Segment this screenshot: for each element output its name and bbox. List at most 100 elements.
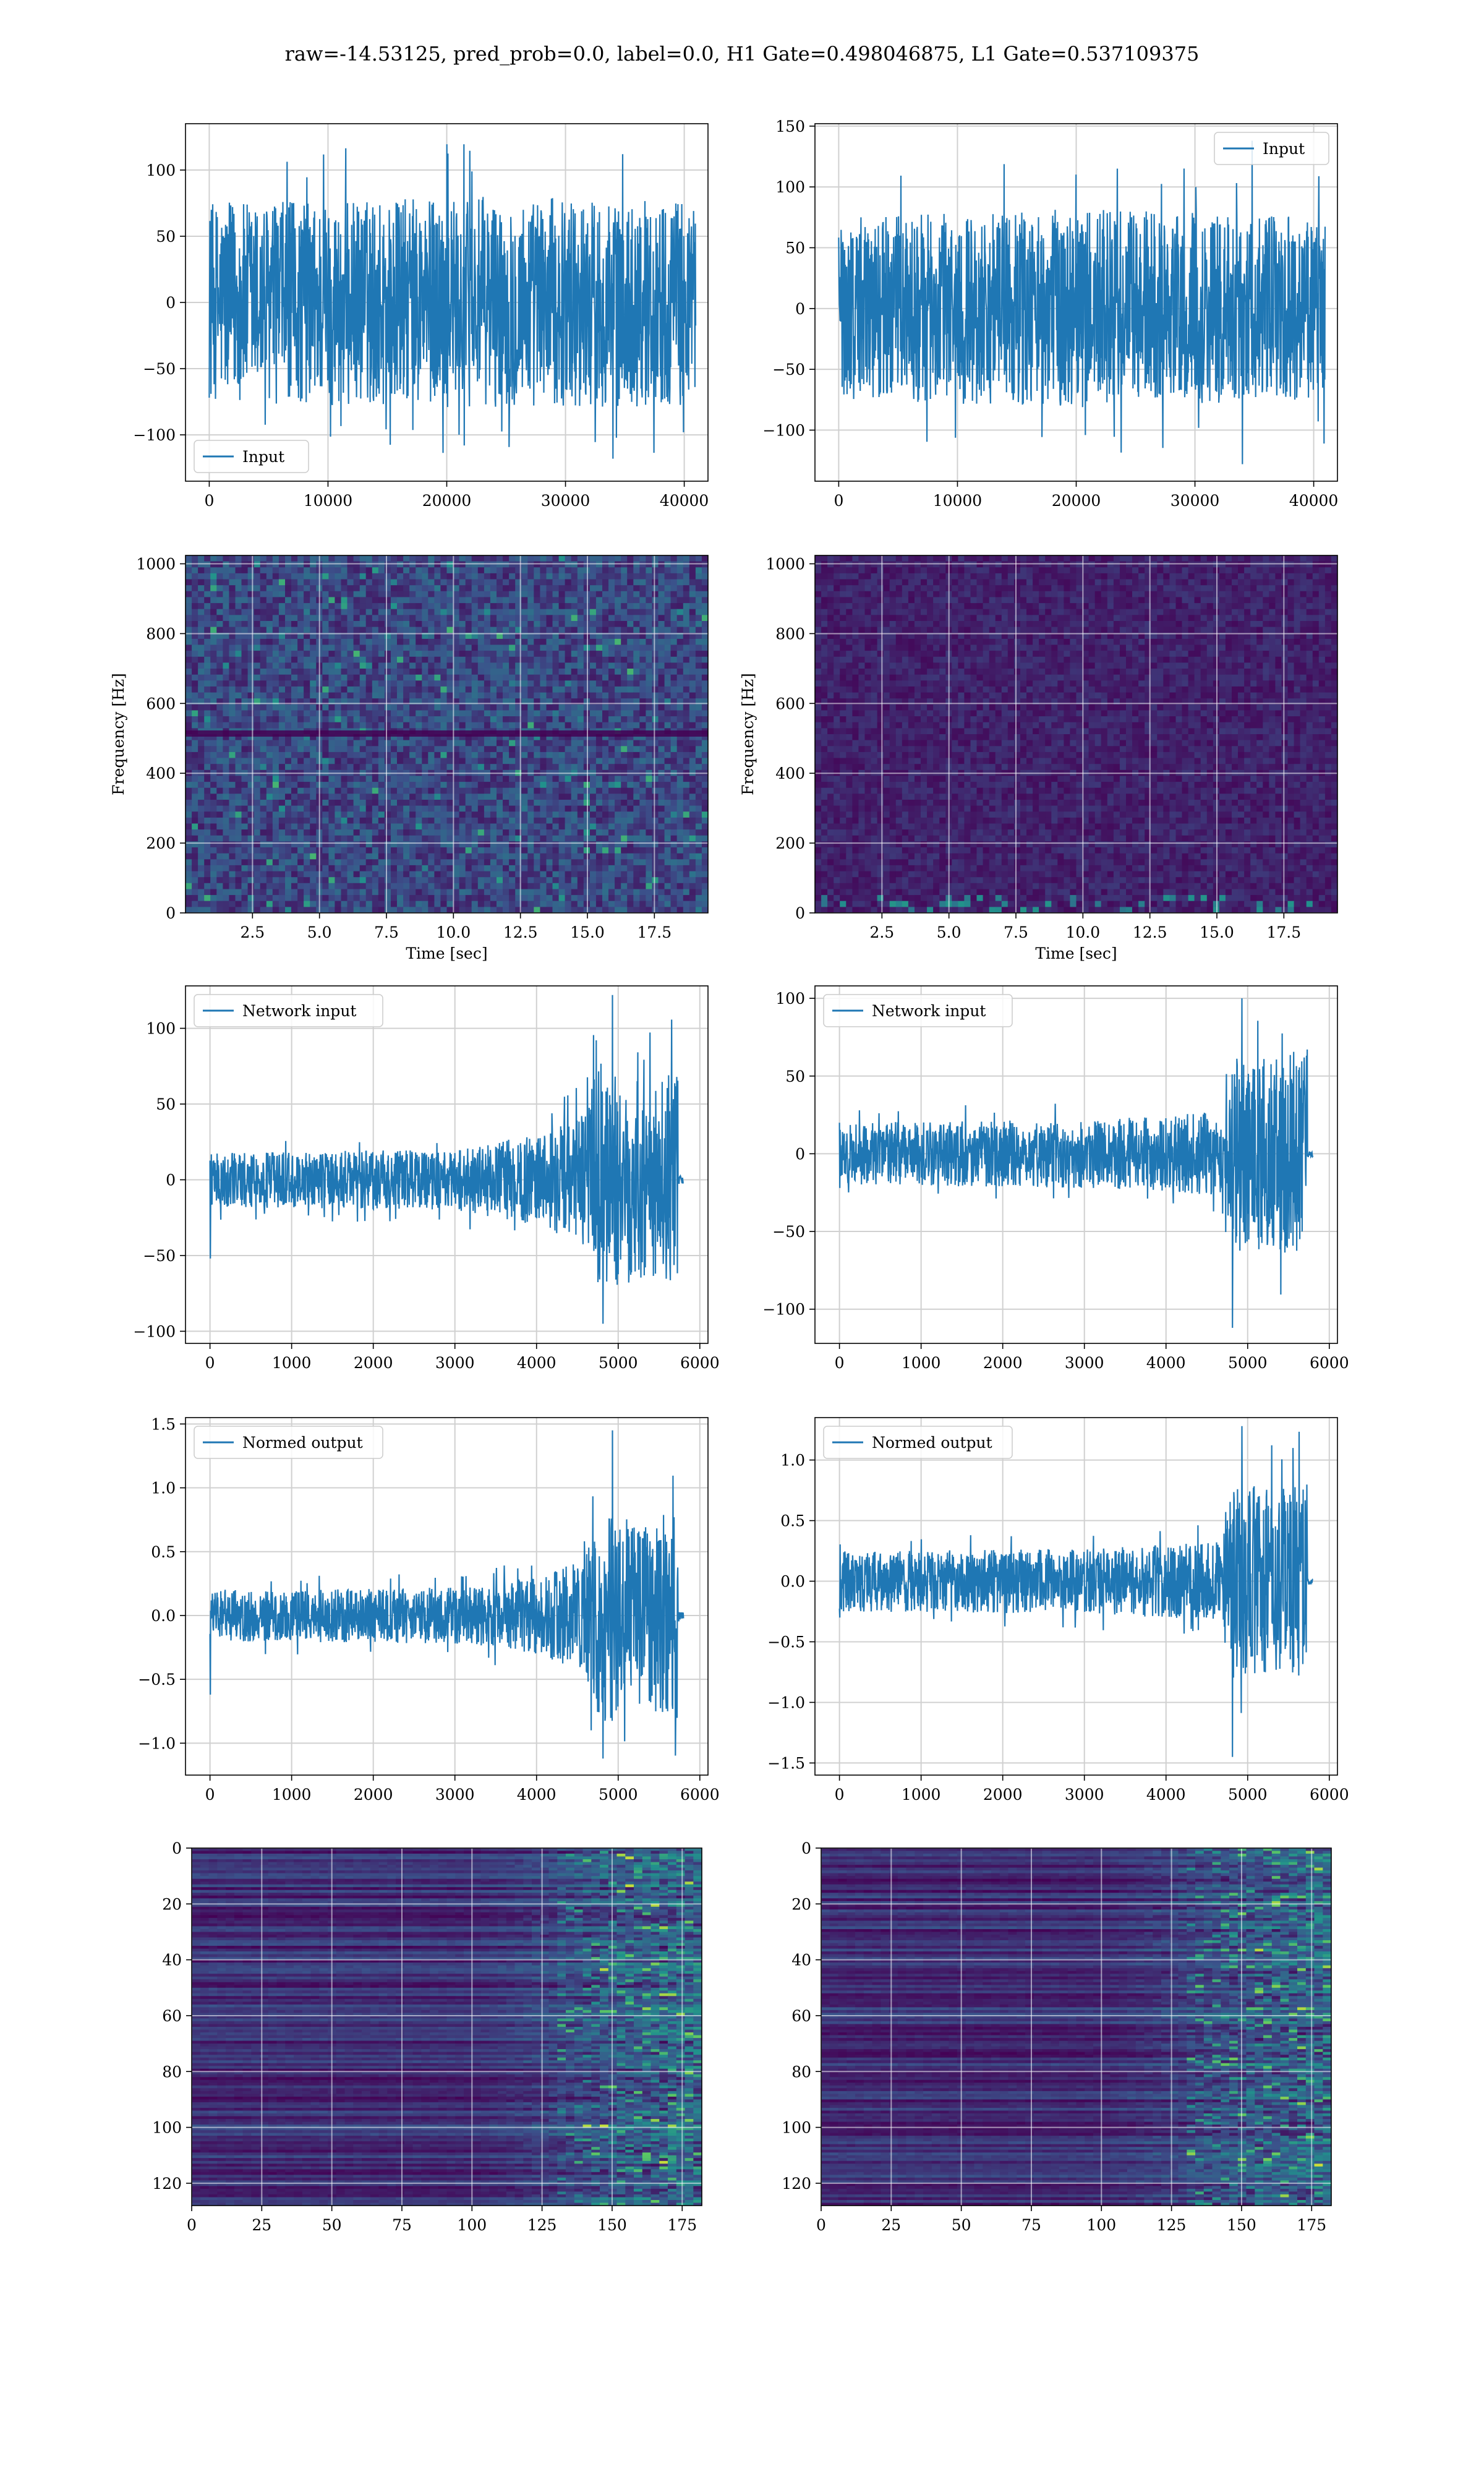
x-tick-label: 1000 <box>902 1786 941 1804</box>
x-tick-label: 5000 <box>1228 1354 1268 1372</box>
y-tick-label: 800 <box>775 625 805 643</box>
legend: Input <box>1214 132 1329 165</box>
series-h1-normed-output <box>209 1430 684 1759</box>
x-tick-label: 100 <box>1086 2216 1116 2234</box>
axes-frame <box>185 1417 709 1776</box>
x-tick-label: 10.0 <box>436 923 471 941</box>
heatmap-cells <box>192 1848 702 2206</box>
x-tick-label: 15.0 <box>570 923 605 941</box>
x-tick-label: 5000 <box>1228 1786 1268 1804</box>
x-tick-label: 100 <box>457 2216 487 2234</box>
y-tick-label: −1.0 <box>138 1734 176 1752</box>
x-tick-label: 0 <box>204 492 214 510</box>
y-tick-label: −0.5 <box>767 1633 805 1651</box>
y-tick-label: 1000 <box>136 555 176 573</box>
y-tick-label: 1.0 <box>151 1479 176 1497</box>
legend-box <box>823 1426 1013 1459</box>
series-l1-network-input <box>838 998 1314 1328</box>
legend-box <box>1214 132 1329 165</box>
x-tick-label: 2.5 <box>869 923 894 941</box>
y-tick-label: 0 <box>166 294 176 312</box>
x-axis-label: Time [sec] <box>1035 944 1117 962</box>
y-tick-label: 200 <box>146 834 176 852</box>
x-tick-label: 15.0 <box>1200 923 1234 941</box>
x-tick-label: 2.5 <box>240 923 265 941</box>
axes-l1-spectrogram: 2.5 5.0 7.5 10.0 12.5 15.0 17.5 0 200 400 600 800 10… <box>739 555 1338 962</box>
y-tick-label: 0.5 <box>151 1543 176 1561</box>
x-tick-label: 2000 <box>983 1786 1023 1804</box>
x-tick-label: 10000 <box>933 492 983 510</box>
x-tick-label: 30000 <box>1171 492 1220 510</box>
x-tick-label: 5000 <box>599 1786 638 1804</box>
y-tick-label: 20 <box>162 1895 182 1913</box>
x-tick-label: 175 <box>1297 2216 1326 2234</box>
x-tick-label: 3000 <box>1065 1786 1104 1804</box>
y-tick-label: 80 <box>791 2063 811 2081</box>
legend-label: Normed output <box>872 1434 992 1452</box>
x-tick-label: 7.5 <box>374 923 399 941</box>
x-tick-label: 0 <box>816 2216 826 2234</box>
axes-l1-input: 0 10000 20000 30000 40000 −100 −50 0 50 100 150 Inp… <box>762 118 1338 510</box>
x-tick-label: 175 <box>667 2216 697 2234</box>
y-tick-label: −100 <box>133 1322 176 1340</box>
x-tick-label: 10000 <box>304 492 353 510</box>
x-tick-label: 125 <box>1157 2216 1187 2234</box>
y-tick-label: −100 <box>133 426 176 444</box>
x-tick-label: 40000 <box>660 492 709 510</box>
y-tick-label: 600 <box>775 695 805 713</box>
y-tick-label: 100 <box>146 1020 176 1038</box>
y-tick-label: 60 <box>162 2007 182 2025</box>
x-tick-label: 4000 <box>517 1786 556 1804</box>
axes-h1-spectrogram: 2.5 5.0 7.5 10.0 12.5 15.0 17.5 0 200 400 600 800 10… <box>109 555 709 962</box>
x-tick-label: 12.5 <box>1133 923 1167 941</box>
y-tick-label: 100 <box>775 178 805 196</box>
x-tick-label: 4000 <box>1146 1786 1186 1804</box>
y-axis-label: Frequency [Hz] <box>109 673 127 795</box>
x-tick-label: 3000 <box>435 1786 475 1804</box>
legend-box <box>194 994 383 1027</box>
y-tick-label: 0 <box>801 1839 811 1857</box>
y-tick-label: 40 <box>791 1951 811 1969</box>
legend-label: Network input <box>872 1002 986 1020</box>
legend-box <box>194 440 309 473</box>
y-tick-label: 100 <box>775 990 805 1008</box>
x-tick-label: 25 <box>252 2216 271 2234</box>
legend: Input <box>194 440 309 473</box>
x-tick-label: 150 <box>1227 2216 1256 2234</box>
spectral-line-band <box>186 730 708 737</box>
y-tick-label: −1.0 <box>767 1693 805 1711</box>
x-tick-label: 2000 <box>354 1354 393 1372</box>
y-tick-label: 0 <box>166 904 176 922</box>
y-tick-label: 0 <box>795 904 805 922</box>
x-tick-label: 40000 <box>1289 492 1339 510</box>
heatmap-cells <box>815 555 1337 913</box>
y-tick-label: 0.0 <box>151 1607 176 1625</box>
x-tick-label: 125 <box>527 2216 557 2234</box>
x-tick-label: 2000 <box>354 1786 393 1804</box>
x-tick-label: 10.0 <box>1065 923 1100 941</box>
series-l1-input <box>838 140 1326 464</box>
y-tick-label: 50 <box>156 1095 176 1113</box>
grid <box>815 555 1337 914</box>
y-tick-label: 800 <box>146 625 176 643</box>
y-tick-label: 200 <box>775 834 805 852</box>
y-tick-label: −50 <box>772 361 805 379</box>
x-tick-label: 1000 <box>272 1786 312 1804</box>
x-tick-label: 5000 <box>599 1354 638 1372</box>
axes-frame <box>814 985 1338 1344</box>
x-tick-label: 50 <box>322 2216 342 2234</box>
x-tick-label: 6000 <box>680 1786 720 1804</box>
axes-frame <box>814 555 1338 914</box>
x-tick-label: 6000 <box>1310 1786 1349 1804</box>
series-h1-input <box>208 144 697 459</box>
y-tick-label: 120 <box>152 2175 182 2193</box>
y-tick-label: 0.0 <box>780 1573 805 1591</box>
y-tick-label: 0.5 <box>780 1512 805 1530</box>
y-tick-label: 600 <box>146 695 176 713</box>
y-tick-label: 20 <box>791 1895 811 1913</box>
x-tick-label: 6000 <box>1310 1354 1349 1372</box>
x-tick-label: 20000 <box>1052 492 1101 510</box>
y-tick-label: −0.5 <box>138 1671 176 1689</box>
x-tick-label: 75 <box>392 2216 412 2234</box>
y-tick-label: −50 <box>143 360 176 378</box>
